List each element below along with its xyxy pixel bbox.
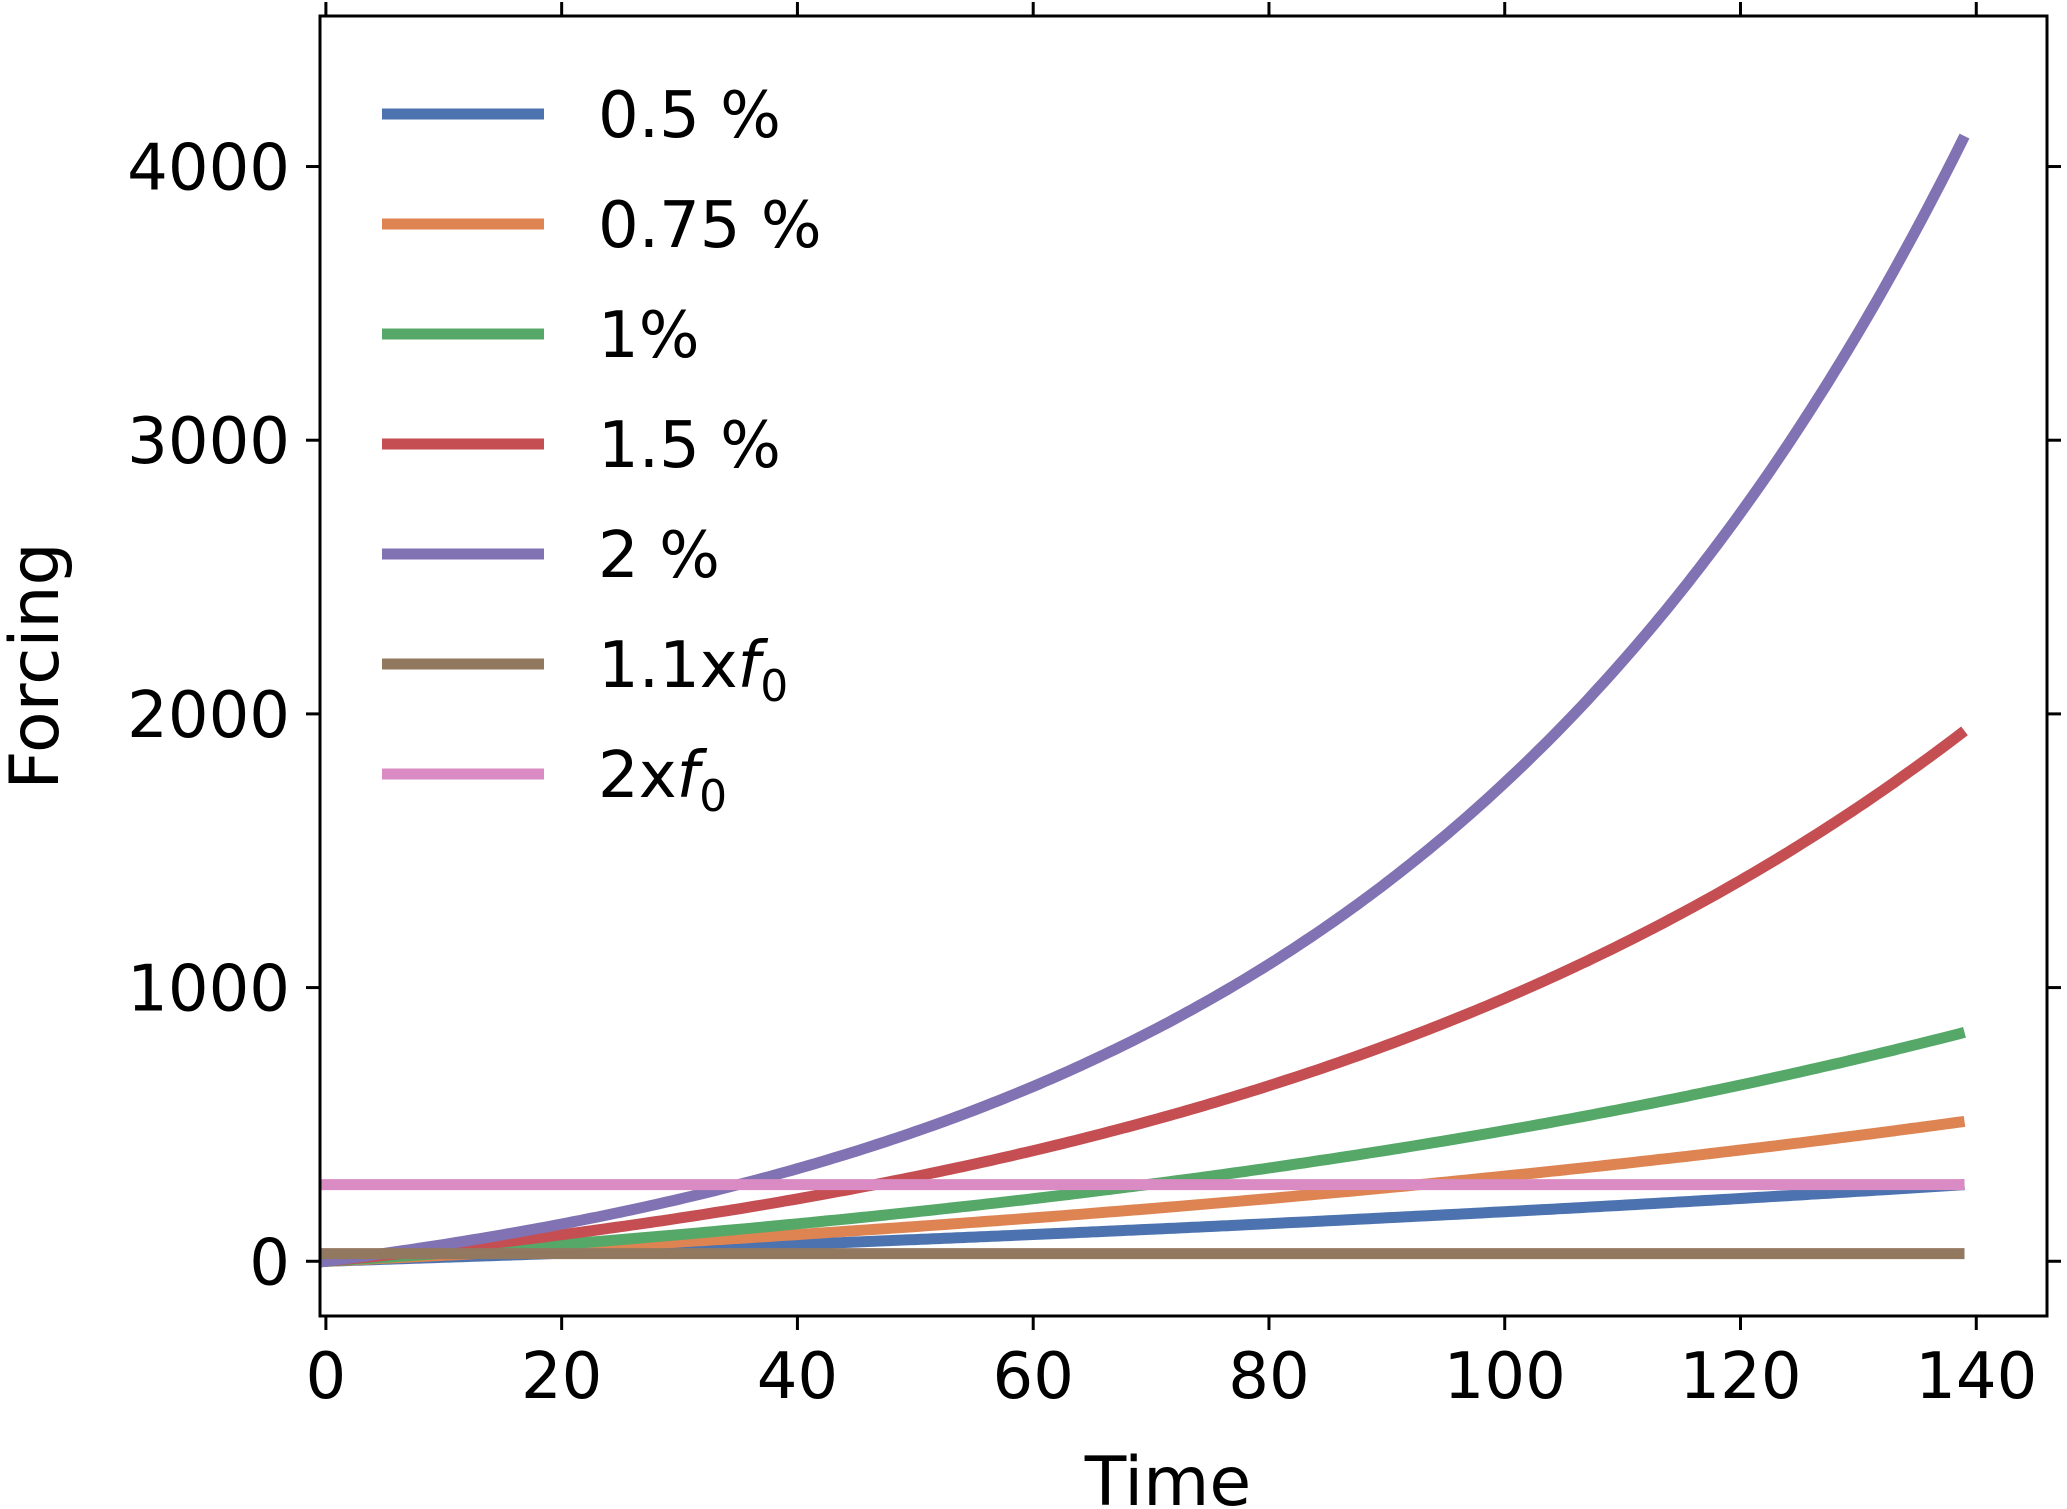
legend-label: 1% [598,299,700,373]
legend-label: 2 % [598,519,720,593]
y-tick-label: 3000 [127,405,290,479]
lines-layer [319,133,1970,1268]
ticks-layer: 0 20 40 60 80 100 120 140 0 1000 2000 3000 4000 [127,2,2061,1414]
legend-label: 0.75 % [598,189,822,263]
x-tick-label: 60 [992,1340,1073,1414]
x-tick-label: 40 [757,1340,838,1414]
y-tick-label: 2000 [127,679,290,753]
legend-label: 2xf0 [598,739,727,822]
legend-text: 0.5 % [598,79,781,153]
legend-label: 1.5 % [598,409,781,483]
y-tick-label: 0 [249,1226,290,1300]
x-axis-label: Time [1084,1443,1251,1509]
x-tick-label: 0 [306,1340,347,1414]
legend-label: 0.5 % [598,79,781,153]
legend: 0.5 % 0.75 % 1% 1.5 % 2 % 1.1xf0 2xf0 [382,79,822,822]
legend-text: 0.75 % [598,189,822,263]
y-axis-label: Forcing [0,542,75,789]
y-tick-label: 1000 [127,953,290,1027]
legend-text: 1.5 % [598,409,781,483]
series-line [319,133,1970,1268]
x-tick-label: 20 [521,1340,602,1414]
legend-text: 2x [598,739,677,813]
x-tick-label: 120 [1679,1340,1801,1414]
y-tick-label: 4000 [127,132,290,206]
legend-text: 1.1x [598,629,738,703]
legend-label: 1.1xf0 [598,629,788,712]
legend-text: 2 % [598,519,720,593]
legend-text: 1% [598,299,700,373]
legend-subscript: 0 [760,661,788,712]
x-tick-label: 140 [1915,1340,2037,1414]
legend-subscript: 0 [699,771,727,822]
series-line [319,726,1968,1268]
plot-frame [318,14,2049,1318]
x-tick-label: 100 [1444,1340,1566,1414]
x-tick-label: 80 [1228,1340,1309,1414]
